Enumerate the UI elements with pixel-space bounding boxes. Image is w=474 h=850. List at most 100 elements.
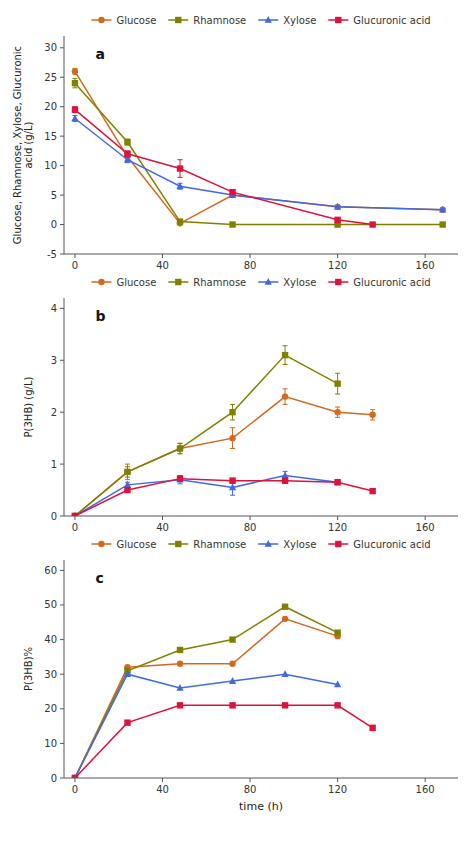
point bbox=[334, 203, 341, 210]
point bbox=[72, 775, 78, 778]
series bbox=[71, 471, 341, 516]
x-tick bbox=[250, 516, 251, 520]
point bbox=[72, 68, 78, 74]
series-line bbox=[75, 397, 373, 516]
legend-label: Glucose bbox=[116, 277, 156, 288]
legend-label: Glucuronic acid bbox=[353, 539, 430, 550]
error-bar bbox=[230, 428, 235, 449]
series bbox=[72, 616, 341, 778]
legend-marker bbox=[175, 541, 181, 547]
point bbox=[177, 218, 183, 224]
legend-marker bbox=[335, 541, 341, 547]
point bbox=[229, 677, 236, 684]
x-tick-label: 40 bbox=[156, 522, 169, 533]
x-tick bbox=[74, 778, 75, 782]
x-tick-label: 80 bbox=[244, 522, 257, 533]
y-tick bbox=[60, 708, 64, 709]
legend-item: Glucose bbox=[91, 277, 156, 288]
point bbox=[229, 661, 235, 667]
x-tick-label: 80 bbox=[244, 784, 257, 795]
point bbox=[229, 435, 235, 441]
y-tick-label: 0 bbox=[51, 219, 57, 230]
x-tick bbox=[74, 254, 75, 258]
legend-label: Glucuronic acid bbox=[353, 277, 430, 288]
x-tick bbox=[425, 516, 426, 520]
point bbox=[229, 483, 236, 490]
point bbox=[334, 380, 340, 386]
y-axis-label-line: acid (g/L) bbox=[23, 121, 34, 168]
panel: GlucoseRhamnoseXyloseGlucuronic acid0408… bbox=[23, 277, 458, 534]
series bbox=[72, 389, 376, 516]
x-tick bbox=[162, 254, 163, 258]
error-bar bbox=[335, 373, 340, 394]
point bbox=[334, 681, 341, 688]
point bbox=[124, 139, 130, 145]
y-tick bbox=[60, 77, 64, 78]
x-tick bbox=[250, 254, 251, 258]
y-tick bbox=[60, 254, 64, 255]
point bbox=[176, 684, 183, 691]
legend-label: Glucose bbox=[116, 15, 156, 26]
y-tick-label: 30 bbox=[44, 669, 57, 680]
x-tick bbox=[74, 516, 75, 520]
point bbox=[72, 513, 78, 516]
point bbox=[229, 636, 235, 642]
x-tick bbox=[425, 254, 426, 258]
figure: Glucose Rhamnose Xylose Glucuronic acid 0 40 8… bbox=[0, 0, 474, 850]
series bbox=[72, 702, 376, 778]
point bbox=[177, 475, 183, 481]
point bbox=[72, 775, 78, 778]
y-tick bbox=[60, 195, 64, 196]
point bbox=[176, 182, 183, 189]
legend: GlucoseRhamnoseXyloseGlucuronic acid bbox=[91, 277, 430, 288]
legend-item: Glucose bbox=[91, 15, 156, 26]
error-bar bbox=[178, 476, 183, 481]
point bbox=[334, 479, 340, 485]
point bbox=[72, 513, 78, 516]
point bbox=[282, 478, 288, 484]
series-line bbox=[75, 705, 373, 778]
legend-item: Glucuronic acid bbox=[328, 277, 430, 288]
y-axis-label: P(3HB) (g/L) bbox=[23, 376, 34, 437]
point bbox=[439, 206, 446, 213]
y-axis-label: Glucose, Rhamnose, Xylose, Glucuronicaci… bbox=[12, 46, 35, 244]
error-bar bbox=[335, 407, 340, 417]
y-axis-label: P(3HB)% bbox=[23, 647, 34, 691]
series bbox=[72, 106, 376, 227]
point bbox=[229, 221, 235, 227]
point bbox=[229, 478, 235, 484]
error-bar bbox=[230, 478, 235, 483]
legend-marker bbox=[175, 17, 181, 23]
error-bar bbox=[125, 467, 130, 477]
legend-item: Rhamnose bbox=[168, 277, 246, 288]
legend-marker bbox=[98, 279, 104, 285]
y-tick-label: 0 bbox=[51, 773, 57, 784]
legend-label: Glucose bbox=[116, 539, 156, 550]
y-tick-label: 30 bbox=[44, 42, 57, 53]
legend-label: Rhamnose bbox=[193, 539, 246, 550]
legend-item: Xylose bbox=[258, 539, 316, 550]
point bbox=[124, 487, 130, 493]
y-tick bbox=[60, 516, 64, 517]
y-tick bbox=[60, 308, 64, 309]
error-bar bbox=[283, 346, 288, 365]
point bbox=[229, 189, 235, 195]
point bbox=[177, 165, 183, 171]
y-tick bbox=[60, 165, 64, 166]
error-bar bbox=[283, 389, 288, 405]
legend-item: Glucose bbox=[91, 539, 156, 550]
x-tick bbox=[162, 778, 163, 782]
x-tick-label: 40 bbox=[156, 260, 169, 271]
x-axis-line bbox=[64, 778, 458, 779]
legend-marker bbox=[265, 16, 272, 23]
y-tick-label: 2 bbox=[51, 407, 57, 418]
error-bar bbox=[178, 160, 183, 178]
series bbox=[72, 604, 341, 778]
legend-item: Glucuronic acid bbox=[328, 539, 430, 550]
y-tick bbox=[60, 639, 64, 640]
y-tick bbox=[60, 778, 64, 779]
x-tick-label: 120 bbox=[328, 784, 347, 795]
point bbox=[124, 469, 130, 475]
legend-label: Glucuronic acid bbox=[353, 15, 430, 26]
point bbox=[282, 616, 288, 622]
